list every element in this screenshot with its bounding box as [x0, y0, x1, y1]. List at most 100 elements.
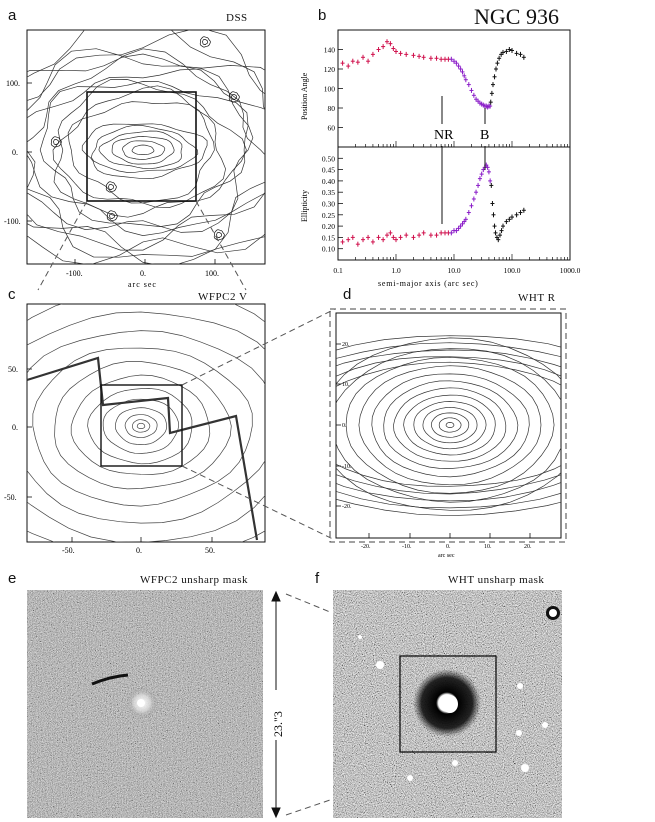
- panel-c-ytick: 50.: [8, 365, 18, 374]
- panel-d-xtick: 0.: [446, 544, 451, 550]
- star-contour: [199, 36, 211, 48]
- panel-d-xtick: 20.: [524, 544, 532, 550]
- isophote-contour: [27, 330, 265, 524]
- isophote-contour: [422, 406, 478, 444]
- isophote-contour: [124, 414, 158, 439]
- isophote-contour: [98, 130, 183, 170]
- panel-f-stars: [358, 606, 560, 781]
- ytick-label: 0.50: [322, 154, 335, 163]
- panel-f-image: [333, 590, 562, 818]
- ytick-label: 0.10: [322, 245, 335, 254]
- panel-b-axes: 60 80 100 120 140 0.10 0.15 0.20 0.25 0.30 0.35 0.4…: [322, 46, 581, 276]
- panel-f-letter: f: [315, 570, 320, 587]
- panel-d-contours: [336, 335, 561, 517]
- panel-a-letter: a: [8, 7, 17, 24]
- isophote-contour: [67, 101, 215, 204]
- panel-c-ticks: [27, 368, 213, 542]
- ytick-label: 140: [324, 46, 336, 55]
- panel-e-letter: e: [8, 570, 17, 587]
- panel-d-xlabel: arc sec: [438, 553, 455, 559]
- isophote-contour: [27, 30, 265, 264]
- isophote-contour: [438, 417, 462, 433]
- nr-marker-label: NR: [434, 128, 454, 143]
- star-contour: [50, 136, 62, 148]
- isophote-contour: [27, 304, 265, 542]
- panel-c-xtick: 50.: [205, 546, 215, 555]
- star-contour: [109, 213, 115, 219]
- isophote-contour: [90, 124, 199, 173]
- panel-a-title: DSS: [226, 12, 248, 24]
- isophote-contour: [358, 365, 542, 486]
- isophote-contour: [27, 48, 265, 233]
- isophote-contour: [430, 412, 470, 438]
- xtick-label: 0.1: [333, 266, 343, 275]
- panel-c-ytick: 0.: [12, 423, 18, 432]
- panel-a-zoom-box: [86, 91, 197, 202]
- scale-label: 23."3: [271, 711, 285, 737]
- panel-f-title: WHT unsharp mask: [448, 574, 545, 586]
- ytick-label: 0.20: [322, 222, 335, 231]
- panel-d-xtick: -10.: [402, 544, 412, 550]
- panel-a-ytick: 0.: [12, 148, 18, 157]
- ytick-label: 0.35: [322, 188, 335, 197]
- isophote-contour: [122, 140, 166, 160]
- connector-e-f-top: [285, 593, 331, 613]
- panel-d-ytick: 0.: [342, 423, 347, 429]
- ytick-label: 0.25: [322, 211, 335, 220]
- isophote-contour: [345, 356, 555, 494]
- panel-d-xtick: -20.: [361, 544, 371, 550]
- isophote-contour: [445, 422, 455, 428]
- isophote-contour: [403, 394, 496, 456]
- panel-a-ticks: [27, 82, 216, 264]
- panel-e-image: [27, 590, 263, 818]
- isophote-contour: [114, 407, 168, 445]
- isophote-contour: [371, 373, 530, 478]
- panel-d-dashed-outline: [329, 308, 567, 543]
- star-contour: [216, 232, 222, 238]
- isophote-contour: [32, 347, 253, 507]
- ytick-label: 0.15: [322, 233, 335, 242]
- xtick-label: 1000.0: [560, 266, 581, 275]
- isophote-contour: [383, 380, 519, 469]
- connector-a-c-right: [195, 200, 247, 291]
- panel-c-letter: c: [8, 286, 16, 303]
- panel-e-title: WFPC2 unsharp mask: [140, 574, 248, 586]
- ytick-label: 100: [324, 85, 336, 94]
- isophote-contour: [53, 79, 247, 218]
- panel-d-letter: d: [343, 286, 352, 303]
- scale-label-bg: [266, 690, 286, 740]
- panel-a-ytick: -100.: [4, 217, 21, 226]
- isophote-contour: [413, 401, 487, 450]
- ytick-label: 80: [328, 104, 336, 113]
- ytick-label: 0.30: [322, 200, 335, 209]
- connector-c-d-top: [181, 308, 336, 386]
- panel-d-title: WHT R: [518, 292, 556, 304]
- panel-d-frame: [335, 312, 562, 539]
- panel-b-points: [340, 39, 526, 247]
- panel-b-bottom-ylabel: Ellipticity: [300, 190, 309, 222]
- ytick-label: 0.40: [322, 177, 335, 186]
- panel-c-contours: [27, 304, 265, 542]
- panel-f-inner-box: [399, 655, 497, 753]
- xtick-label: 100.0: [504, 266, 521, 275]
- panel-c-zoom-box: [100, 384, 183, 467]
- panel-c-xtick: 0.: [136, 546, 142, 555]
- isophote-contour: [393, 387, 507, 462]
- panel-b-letter: b: [318, 7, 327, 24]
- star-contour: [202, 39, 208, 45]
- panel-c-frame: [26, 303, 266, 543]
- isophote-contour: [27, 311, 265, 542]
- isophote-contour: [54, 361, 232, 490]
- isophote-contour: [81, 123, 208, 180]
- panel-a-xtick: 100.: [205, 269, 219, 278]
- panel-e-dark-streak: [91, 673, 129, 686]
- panel-a-frame: [26, 29, 266, 265]
- panel-a-ytick: 100.: [6, 79, 20, 88]
- isophote-contour: [102, 398, 180, 454]
- panel-c-title: WFPC2 V: [198, 291, 248, 303]
- isophote-contour: [111, 136, 175, 165]
- panel-d-ytick: -10.: [342, 464, 352, 470]
- xtick-label: 10.0: [447, 266, 460, 275]
- star-contour: [228, 91, 240, 103]
- figure-title: NGC 936: [474, 4, 559, 29]
